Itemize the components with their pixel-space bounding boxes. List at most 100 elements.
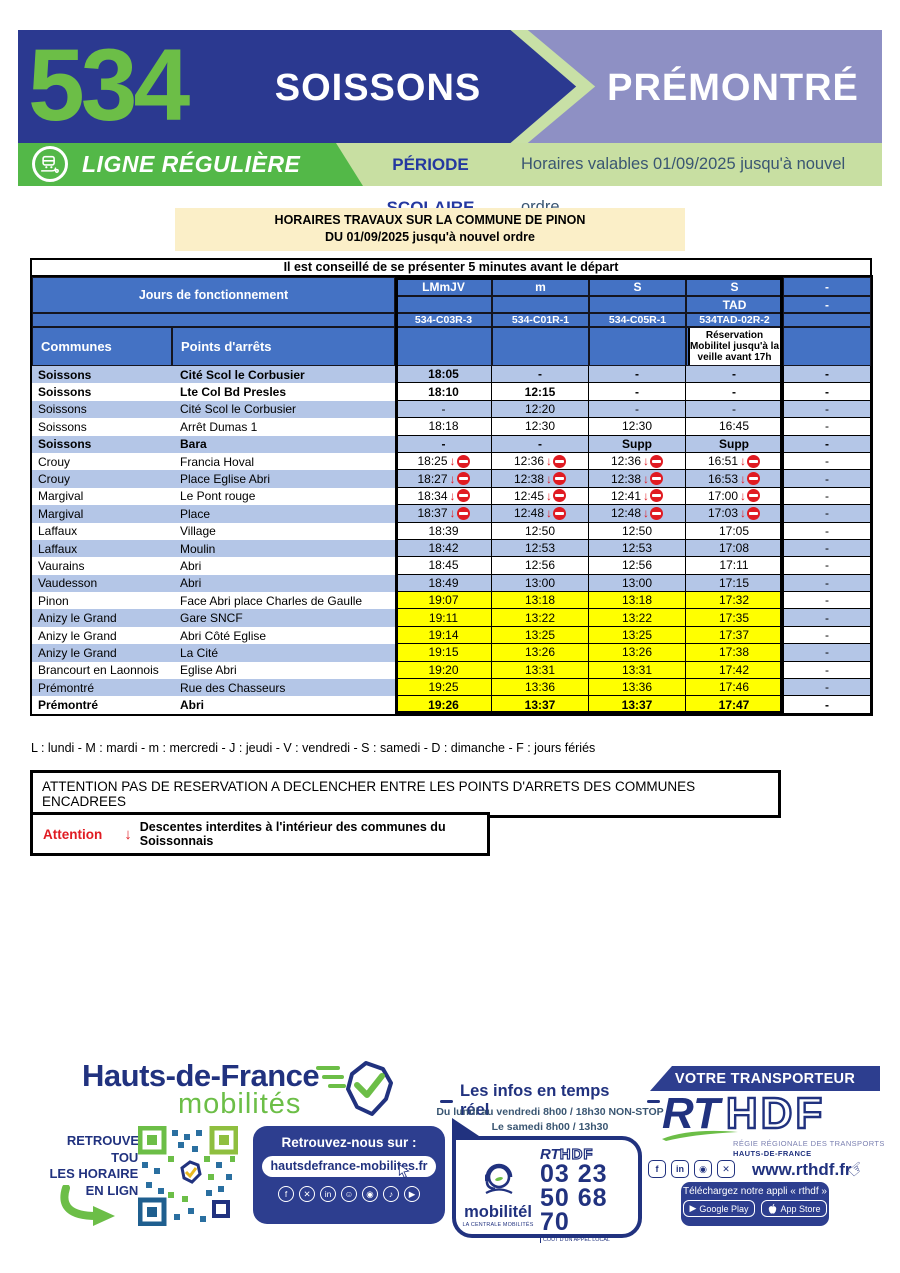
linkedin-icon[interactable]: in	[671, 1160, 689, 1178]
phone-number-line1: 03 23	[540, 1160, 608, 1188]
works-notice: HORAIRES TRAVAUX SUR LA COMMUNE DE PINON…	[175, 208, 685, 251]
instagram-icon[interactable]: ◉	[362, 1186, 378, 1202]
time-cell: 17:37	[686, 626, 783, 645]
transporter-social-icons: f in ◉ ✕	[648, 1160, 735, 1178]
header-empty-cell	[589, 296, 686, 313]
dash-cell: -	[783, 592, 871, 610]
commune-cell: Pinon	[38, 593, 69, 608]
time-cell: 13:26	[492, 644, 589, 662]
attention-label: Attention	[43, 826, 103, 842]
linkedin-icon[interactable]: in	[320, 1186, 336, 1202]
time-cell: 17:47	[686, 696, 783, 714]
hdf-mobilites-brand-line2: mobilités	[178, 1088, 302, 1120]
find-line: LES HORAIRES	[49, 1166, 147, 1182]
time-value: 13:18	[621, 593, 653, 608]
descent-forbidden-arrow-icon: ↓	[643, 488, 650, 503]
dash-cell: -	[783, 383, 871, 401]
time-cell: 13:36	[589, 679, 686, 697]
time-cell: 13:37	[589, 696, 686, 714]
no-entry-icon	[456, 489, 470, 503]
time-value: -	[538, 367, 542, 382]
time-value: 17:05	[718, 523, 750, 538]
time-value: 13:22	[621, 610, 653, 625]
find-line: RETROUVEZ	[66, 1133, 147, 1148]
time-cell: 13:00	[492, 574, 589, 593]
time-cell: 18:39	[395, 522, 492, 540]
google-play-button[interactable]: ▶ Google Play	[682, 1200, 756, 1217]
dash-cell: -	[783, 366, 871, 384]
time-value: -	[441, 436, 446, 451]
descent-forbidden-arrow-icon: ↓	[740, 471, 747, 486]
find-schedules-text: RETROUVEZ TOUS LES HORAIRES EN LIGNE	[25, 1133, 147, 1200]
no-entry-icon	[456, 506, 470, 520]
time-cell: 12:36 ↓	[589, 452, 686, 471]
table-row: Soissons Bara - - Supp Supp -	[32, 435, 871, 453]
stop-cell: Village	[180, 524, 216, 539]
time-cell: 12:30	[492, 418, 589, 436]
time-cell: -	[686, 383, 783, 401]
time-value: 12:45	[513, 488, 545, 503]
time-cell: 17:08	[686, 539, 783, 558]
youtube-icon[interactable]: ▶	[404, 1186, 420, 1202]
time-cell: 19:14	[395, 626, 492, 645]
descent-forbidden-arrow-icon: ↓	[449, 471, 456, 486]
time-cell: 17:15	[686, 574, 783, 593]
stops-column-header: Points d'arrêts	[172, 327, 395, 366]
rthdf-website-link[interactable]: www.rthdf.fr	[752, 1160, 852, 1179]
time-cell: 12:36 ↓	[492, 452, 589, 471]
time-cell: 13:31	[492, 661, 589, 680]
find-line: EN LIGNE	[85, 1182, 147, 1198]
facebook-icon[interactable]: f	[648, 1160, 666, 1178]
day-header: LMmJV	[395, 277, 492, 296]
app-store-button[interactable]: App Store	[761, 1200, 828, 1217]
time-value: 13:22	[524, 610, 556, 625]
x-icon[interactable]: ✕	[717, 1160, 735, 1178]
stop-cell: Cité Scol le Corbusier	[180, 367, 305, 382]
header-empty-cell	[589, 327, 686, 366]
header-dash: -	[783, 296, 871, 313]
instagram-icon[interactable]: ◉	[694, 1160, 712, 1178]
dash-cell: -	[783, 522, 871, 540]
app-store-label: App Store	[780, 1203, 821, 1214]
validity-label: Horaires valables 01/09/2025 jusqu'à nou…	[521, 155, 846, 216]
descent-forbidden-arrow-icon: ↓	[546, 506, 553, 521]
commune-cell: Soissons	[38, 385, 92, 400]
commune-cell: Soissons	[38, 402, 87, 417]
snapchat-icon[interactable]: ☺	[341, 1186, 357, 1202]
table-row: Soissons Lte Col Bd Presles 18:10 12:15 - - -	[32, 383, 871, 401]
time-cell: 12:38 ↓	[492, 470, 589, 488]
hdf-website-link[interactable]: hautsdefrance-mobilites.fr	[262, 1156, 436, 1179]
time-cell: 12:53	[492, 539, 589, 558]
table-row: Anizy le Grand Abri Côté Eglise 19:14 13:25…	[32, 626, 871, 645]
descent-forbidden-arrow-icon: ↓	[449, 454, 456, 469]
app-download-text: Téléchargez notre appli « rthdf »	[683, 1186, 827, 1197]
dash-cell: -	[783, 626, 871, 645]
banner-top: 534 SOISSONS PRÉMONTRÉ	[18, 30, 882, 143]
x-icon[interactable]: ✕	[299, 1186, 315, 1202]
commune-cell: Vaurains	[38, 558, 85, 573]
day-header: S	[686, 277, 783, 296]
stop-cell: Rue des Chasseurs	[180, 680, 286, 695]
commune-cell: Laffaux	[38, 524, 78, 539]
table-row: Prémontré Abri 19:26 13:37 13:37 17:47 -	[32, 696, 871, 714]
descent-forbidden-arrow-icon: ↓	[740, 454, 747, 469]
time-value: 13:37	[621, 697, 653, 712]
time-value: 17:35	[718, 610, 750, 625]
bus-icon	[32, 146, 68, 182]
time-cell: 13:22	[492, 609, 589, 627]
tiktok-icon[interactable]: ♪	[383, 1186, 399, 1202]
service-code: 534-C05R-1	[589, 313, 686, 327]
time-cell: 12:20	[492, 400, 589, 419]
mobilitel-bubble: mobilitél LA CENTRALE MOBILITÉS RTHDF 03…	[452, 1118, 642, 1244]
no-entry-icon	[456, 472, 470, 486]
time-cell: 18:18	[395, 418, 492, 436]
time-cell: 12:48 ↓	[492, 505, 589, 523]
facebook-icon[interactable]: f	[278, 1186, 294, 1202]
time-value: Supp	[622, 436, 652, 451]
time-value: 18:49	[428, 575, 459, 590]
table-row: Vaurains Abri 18:45 12:56 12:56 17:11 -	[32, 557, 871, 575]
time-cell: 17:35	[686, 609, 783, 627]
commune-cell: Anizy le Grand	[38, 645, 117, 660]
table-row: Prémontré Rue des Chasseurs 19:25 13:36 13:3…	[32, 679, 871, 697]
time-cell: -	[686, 366, 783, 384]
